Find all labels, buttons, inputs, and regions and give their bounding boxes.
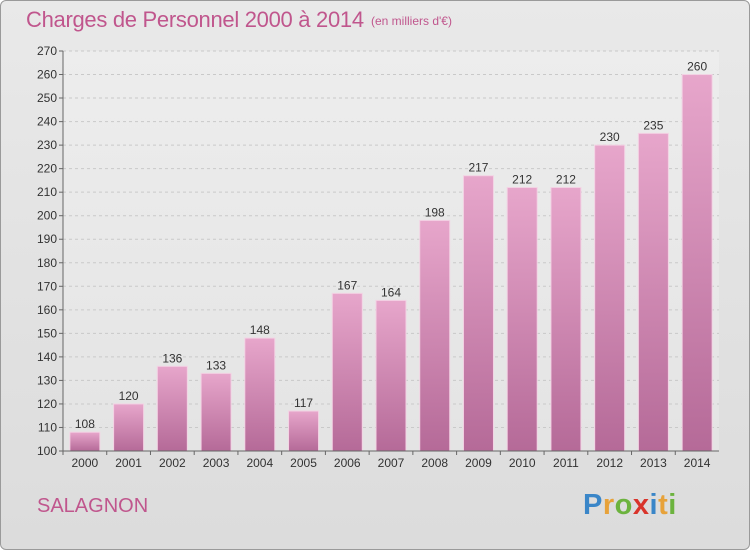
x-tick-label: 2008 — [421, 456, 448, 470]
x-tick-label: 2002 — [159, 456, 186, 470]
logo-letter: r — [602, 489, 615, 521]
bar-2004 — [244, 337, 276, 452]
x-tick-label: 2007 — [378, 456, 405, 470]
value-label: 212 — [556, 172, 576, 186]
bar-2010 — [506, 186, 538, 452]
x-tick-label: 2010 — [509, 456, 536, 470]
y-tick-label: 130 — [37, 373, 57, 387]
y-tick-label: 180 — [37, 256, 57, 270]
bar-2008 — [419, 219, 451, 452]
y-tick-label: 260 — [37, 68, 57, 82]
y-tick-label: 140 — [37, 350, 57, 364]
value-label: 212 — [512, 172, 532, 186]
bar-2013 — [637, 132, 669, 452]
y-tick-label: 230 — [37, 138, 57, 152]
x-tick-label: 2005 — [290, 456, 317, 470]
y-tick-label: 250 — [37, 91, 57, 105]
y-tick-label: 220 — [37, 162, 57, 176]
logo-letter: o — [614, 489, 633, 521]
bar-2011 — [550, 186, 582, 452]
x-tick-label: 2011 — [553, 456, 579, 470]
bar-2001 — [113, 403, 145, 452]
x-tick-label: 2014 — [684, 456, 711, 470]
value-label: 260 — [687, 60, 707, 74]
bar-2005 — [288, 410, 320, 452]
y-tick-label: 190 — [37, 232, 57, 246]
value-label: 117 — [294, 396, 313, 410]
x-tick-label: 2000 — [72, 456, 99, 470]
y-tick-label: 210 — [37, 185, 57, 199]
x-tick-label: 2001 — [115, 456, 142, 470]
value-label: 108 — [75, 417, 95, 431]
value-label: 198 — [425, 205, 445, 219]
x-tick-label: 2006 — [334, 456, 361, 470]
value-label: 235 — [643, 118, 663, 132]
y-tick-label: 100 — [37, 444, 57, 458]
value-label: 148 — [250, 323, 270, 337]
bar-2014 — [681, 74, 713, 452]
bar-2002 — [156, 365, 188, 452]
y-tick-label: 150 — [37, 326, 57, 340]
bar-2006 — [331, 292, 363, 452]
logo-letter: i — [649, 489, 659, 521]
value-label: 120 — [119, 389, 139, 403]
y-tick-label: 160 — [37, 303, 57, 317]
bar-2012 — [594, 144, 626, 452]
bar-2003 — [200, 372, 232, 452]
logo-letter: x — [632, 489, 650, 521]
x-tick-label: 2013 — [640, 456, 667, 470]
x-tick-label: 2003 — [203, 456, 230, 470]
value-label: 230 — [600, 130, 620, 144]
y-tick-label: 270 — [37, 44, 57, 58]
logo-letter: P — [583, 489, 603, 521]
y-tick-label: 200 — [37, 209, 57, 223]
bar-2007 — [375, 299, 407, 452]
unit-note: (en milliers d'€) — [371, 14, 452, 28]
y-tick-label: 110 — [38, 420, 57, 434]
location-name: SALAGNON — [37, 495, 149, 517]
logo-letter: t — [658, 489, 669, 521]
value-label: 133 — [206, 358, 226, 372]
bar-2000 — [69, 431, 101, 452]
x-tick-label: 2004 — [246, 456, 273, 470]
labels: 100 110 120 130 140 150 160 170 180 190 200 210 220 2… — [37, 44, 711, 470]
y-tick-label: 170 — [37, 279, 57, 293]
y-tick-label: 120 — [37, 397, 57, 411]
y-tick-label: 240 — [37, 115, 57, 129]
x-tick-label: 2012 — [596, 456, 623, 470]
axes — [59, 50, 719, 455]
bar-2009 — [462, 175, 494, 452]
chart-title: Charges de Personnel 2000 à 2014 — [26, 7, 364, 32]
proxiti-logo: Proxiti — [583, 489, 677, 522]
value-label: 136 — [162, 351, 182, 365]
logo-letter: i — [668, 489, 677, 521]
value-label: 164 — [381, 285, 401, 299]
value-label: 217 — [468, 161, 488, 175]
x-tick-label: 2009 — [465, 456, 492, 470]
value-label: 167 — [337, 278, 357, 292]
